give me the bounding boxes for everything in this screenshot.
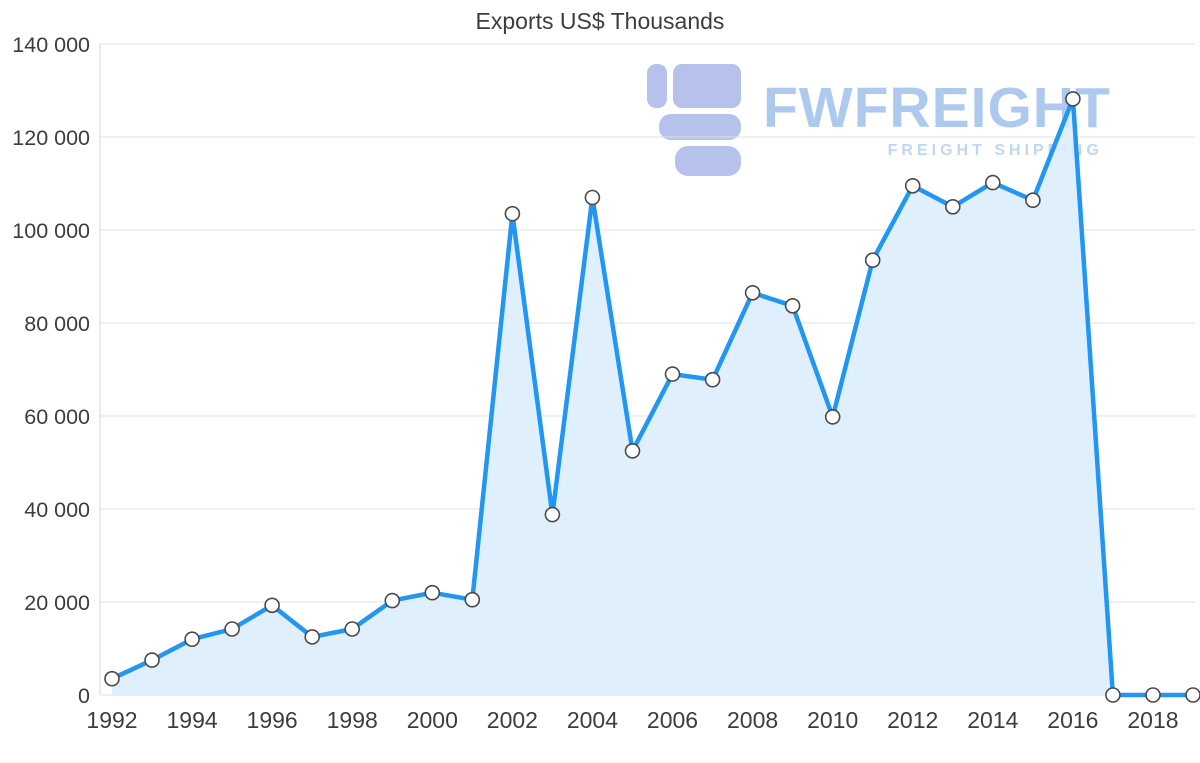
data-point-marker — [744, 284, 761, 301]
x-tick-label: 2000 — [407, 707, 458, 733]
data-point-marker — [1065, 91, 1081, 107]
data-point-marker — [264, 597, 280, 614]
data-line — [109, 96, 1196, 698]
data-point-marker — [624, 443, 641, 459]
x-tick-label: 2004 — [567, 707, 618, 733]
data-point-marker — [1105, 687, 1121, 703]
x-tick-label: 2014 — [967, 707, 1018, 733]
y-tick-label: 20 000 — [24, 591, 90, 615]
data-point-marker — [304, 629, 321, 645]
chart-title: Exports US$ Thousands — [475, 8, 725, 34]
data-point-marker — [584, 189, 601, 206]
data-point-marker — [464, 591, 481, 608]
x-tick-label: 2010 — [807, 707, 858, 733]
data-point-marker — [1145, 687, 1161, 703]
data-point-marker — [144, 652, 160, 668]
data-point-marker — [344, 621, 361, 637]
data-point-marker — [504, 205, 521, 222]
y-tick-label: 80 000 — [24, 312, 90, 336]
data-point-marker — [664, 366, 681, 382]
data-point-marker — [904, 178, 921, 194]
data-point-marker — [384, 592, 401, 609]
y-tick-label: 60 000 — [24, 405, 90, 429]
x-tick-label: 2002 — [487, 707, 538, 733]
data-point-marker — [864, 252, 881, 269]
data-point-marker — [824, 409, 841, 425]
x-tick-label: 1992 — [86, 707, 137, 733]
y-tick-label: 100 000 — [12, 219, 90, 243]
data-point-marker — [424, 584, 441, 601]
x-tick-label: 2018 — [1127, 707, 1178, 733]
y-tick-label: 40 000 — [24, 498, 90, 522]
data-point-marker — [544, 506, 561, 523]
x-tick-label: 2016 — [1047, 707, 1098, 733]
data-point-marker — [184, 631, 200, 648]
data-point-marker — [984, 174, 1001, 191]
data-point-marker — [1185, 687, 1200, 703]
data-point-marker — [704, 371, 721, 388]
data-point-marker — [104, 670, 120, 687]
x-tick-label: 2012 — [887, 707, 938, 733]
x-tick-label: 1996 — [247, 707, 298, 733]
y-tick-label: 140 000 — [12, 33, 90, 57]
x-tick-label: 1994 — [166, 707, 217, 733]
x-tick-label: 2008 — [727, 707, 778, 733]
y-tick-label: 120 000 — [12, 126, 90, 150]
area-fill — [112, 98, 1193, 695]
data-point-marker — [944, 199, 961, 215]
data-point-marker — [1025, 192, 1041, 208]
y-tick-label: 0 — [78, 684, 90, 708]
x-tick-label: 2006 — [647, 707, 698, 733]
x-tick-label: 1998 — [327, 707, 378, 733]
data-point-marker — [224, 621, 240, 637]
data-point-marker — [784, 297, 801, 314]
